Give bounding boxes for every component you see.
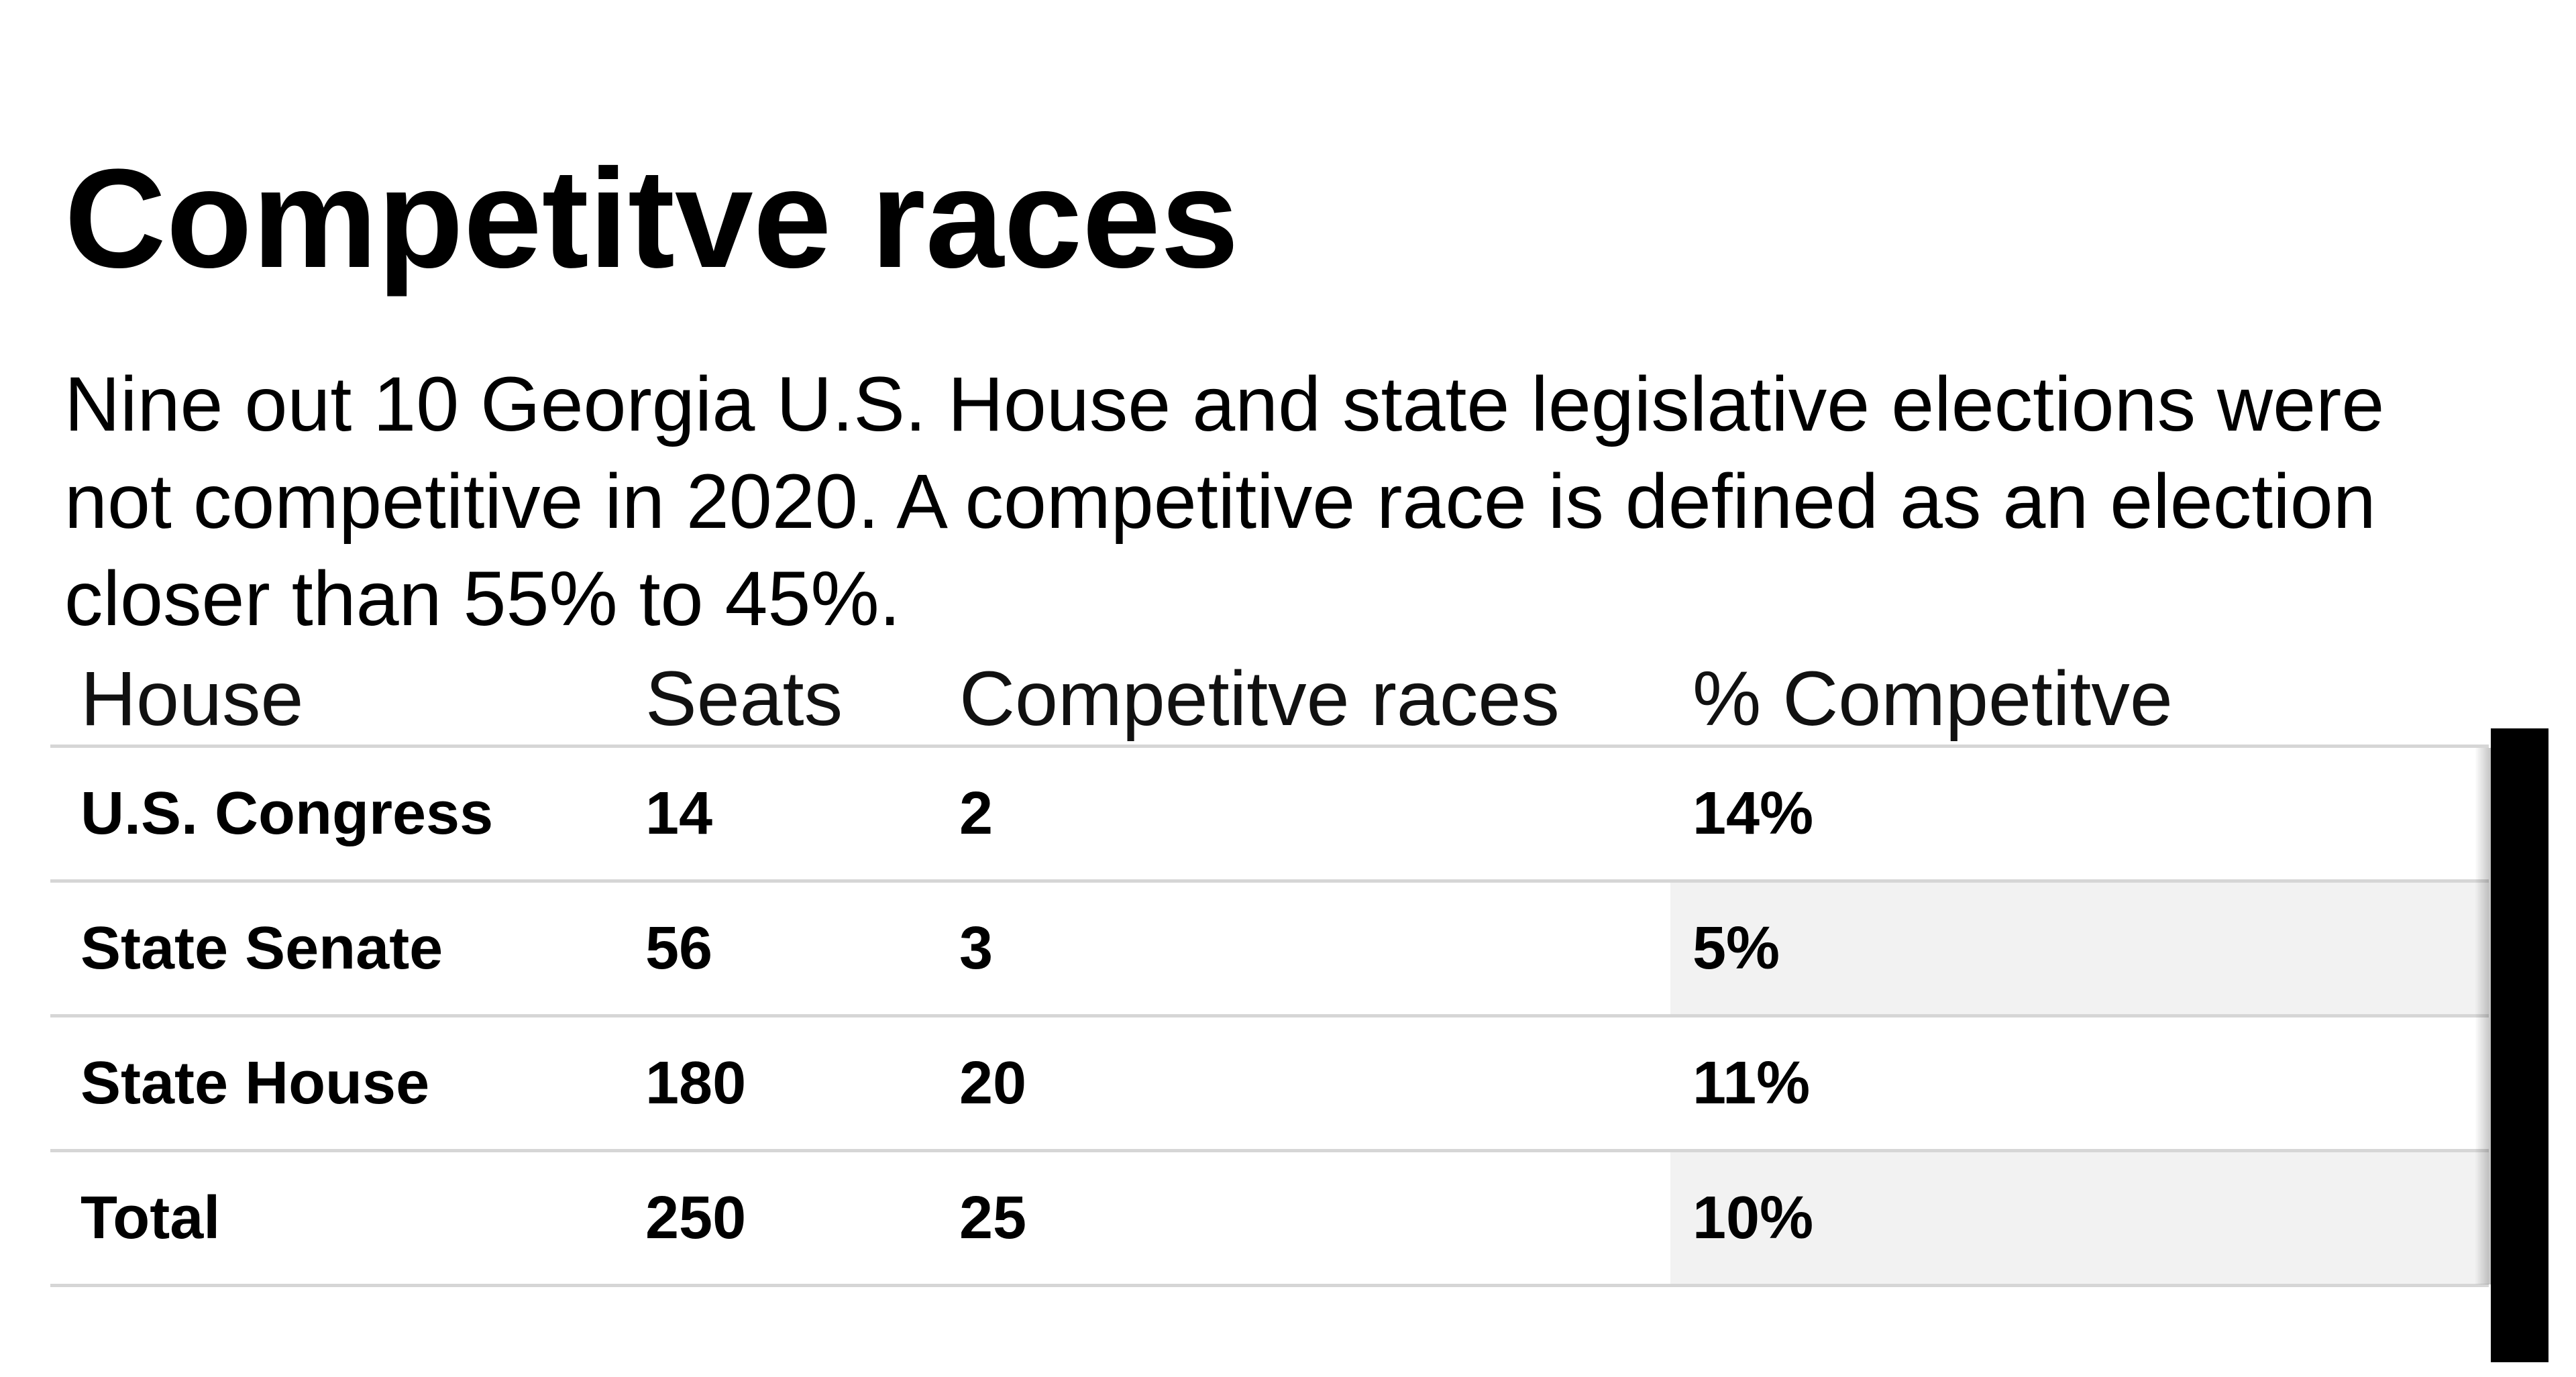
column-header-seats: Seats [615,644,929,748]
table-row-2-pct-competitive: 5% [1670,883,2489,1017]
column-header-pct-competitive: % Competitve [1670,644,2489,748]
table-row-1-seats: 14 [615,748,929,883]
table-row-4-house: Total [50,1152,615,1287]
column-header-house: House [50,644,615,748]
table-row-3-competitive-races: 20 [929,1017,1670,1152]
table-row-1-house: U.S. Congress [50,748,615,883]
table-row-1-competitive-races: 2 [929,748,1670,883]
table-row-2-seats: 56 [615,883,929,1017]
page-title: Competitve races [64,139,1239,297]
table-row-2-house: State Senate [50,883,615,1017]
competitive-races-table: House Seats Competitve races % Competitv… [50,644,2489,1287]
table-row-4-pct-competitive: 10% [1670,1152,2489,1287]
column-header-competitive-races: Competitve races [929,644,1670,748]
table-row-4-competitive-races: 25 [929,1152,1670,1287]
table-row-3-house: State House [50,1017,615,1152]
table-row-4-seats: 250 [615,1152,929,1287]
table-row-3-pct-competitive: 11% [1670,1017,2489,1152]
subtitle-text: Nine out 10 Georgia U.S. House and state… [64,362,2385,642]
table-row-1-pct-competitive: 14% [1670,748,2489,883]
table-row-2-competitive-races: 3 [929,883,1670,1017]
black-sidebar-rectangle [2491,728,2548,1362]
table-row-3-seats: 180 [615,1017,929,1152]
